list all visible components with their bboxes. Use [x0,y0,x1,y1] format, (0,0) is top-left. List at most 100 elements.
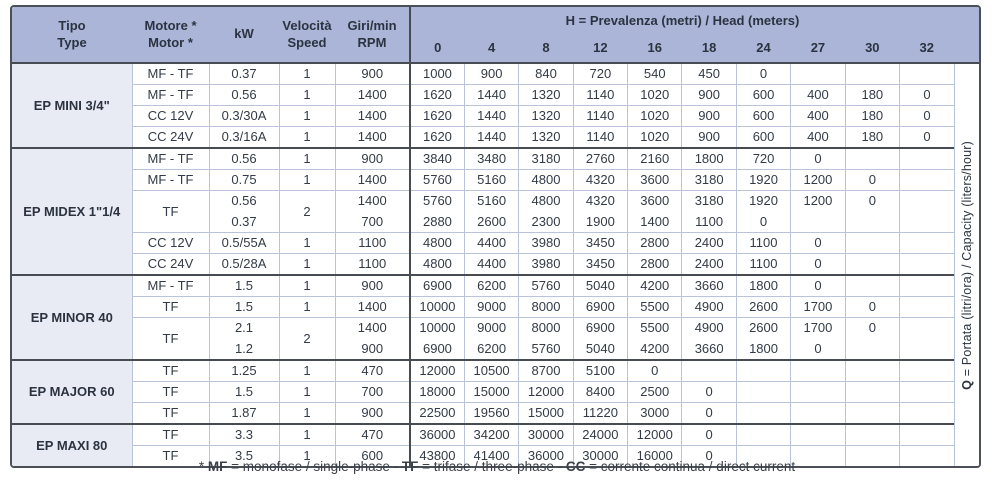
speed-cell: 1 [278,359,335,382]
capacity-value-cell: 1620 [409,126,465,148]
header-giri-line1: Giri/min [347,18,397,34]
capacity-value-cell [844,253,900,275]
capacity-value-cell: 15000 [463,381,519,403]
capacity-value-cell: 1200 [790,190,846,233]
table-row: TF 2.1 1.2 2 1400 900 10000 6900 9000 6200 8000 576… [12,317,954,360]
capacity-value-cell: 3180 1100 [681,190,737,233]
capacity-value-cell: 41400 [463,445,519,466]
capacity-value-cell: 0 [844,296,900,318]
rpm-cell: 900 [334,274,411,297]
header-head-value: 4 [464,35,519,64]
rpm-cell: 700 [334,381,411,403]
speed-cell: 1 [278,402,335,424]
capacity-value-cell [790,423,846,446]
motor-cell: MF - TF [131,84,209,106]
kw-cell: 0.75 [208,169,279,191]
capacity-value-cell: 0 [899,105,954,127]
header-head-value: 30 [845,35,900,64]
kw-cell: 1.87 [208,402,279,424]
capacity-value-cell: 12000 [627,423,682,446]
capacity-value-cell [790,381,846,403]
capacity-value-cell: 1140 [572,105,628,127]
capacity-value-cell [844,274,900,297]
table-row: CC 24V 0.5/28A 1 1100 4800 4400 3980 3450 2800 24… [12,253,954,275]
pump-type-cell: EP MIDEX 1"1/4 [12,147,132,275]
kw-cell: 0.5/55A [208,232,279,254]
capacity-value-cell: 19560 [463,402,519,424]
header-velocita: Velocità Speed [279,7,335,64]
capacity-value-cell: 8000 5760 [518,317,574,360]
header-motore-line1: Motore * [144,18,197,34]
capacity-q-symbol: Q [959,379,974,390]
capacity-value-cell: 4800 [409,232,465,254]
motor-cell: TF [131,317,209,360]
capacity-value-cell: 2160 [627,147,682,170]
table-row: MF - TF 0.56 1 1400 1620 1440 1320 1140 1020 900 6… [12,84,954,106]
header-head-value: 0 [410,35,465,64]
footnote-tf: TF [401,459,419,474]
kw-cell: 2.1 1.2 [208,317,279,360]
capacity-value-cell: 0 [790,253,846,275]
capacity-value-cell: 9000 [463,296,519,318]
capacity-value-cell: 2800 [627,253,682,275]
kw-cell: 1.5 [208,274,279,297]
capacity-value-cell: 0 [844,317,900,360]
header-head-value: 12 [573,35,628,64]
rpm-cell: 1400 [334,296,411,318]
capacity-value-cell: 4800 [518,169,574,191]
capacity-value-cell: 10500 [463,359,519,382]
capacity-value-cell: 1920 0 [735,190,791,233]
capacity-value-cell: 1700 0 [790,317,846,360]
rpm-cell: 1400 [334,169,411,191]
capacity-value-cell: 3600 [627,169,682,191]
capacity-value-cell: 1000 [409,63,465,85]
kw-cell: 0.37 [208,63,279,85]
rpm-cell: 1100 [334,232,411,254]
capacity-value-cell [735,381,791,403]
speed-cell: 1 [278,169,335,191]
spec-table: Tipo Type Motore * Motor * kW Velocità S… [12,7,954,466]
capacity-value-cell: 0 [627,359,682,382]
capacity-axis-text: Q = Portata (litri/ora) / Capacity (lite… [960,141,974,390]
capacity-value-cell: 400 [790,105,846,127]
speed-cell: 1 [278,63,335,85]
capacity-value-cell: 1320 [518,126,574,148]
capacity-value-cell [735,445,791,466]
footnote: * MF = monofase / single-phase - TF = tr… [0,459,994,474]
capacity-value-cell [899,232,954,254]
motor-cell: TF [131,296,209,318]
capacity-value-cell: 6900 5040 [572,317,628,360]
capacity-value-cell [790,445,846,466]
capacity-value-cell: 840 [518,63,574,85]
footnote-mf: MF [207,459,228,474]
capacity-value-cell: 1140 [572,84,628,106]
kw-cell: 0.3/30A [208,105,279,127]
motor-cell: TF [131,402,209,424]
capacity-value-cell [899,445,954,466]
capacity-value-cell [899,63,954,85]
motor-cell: MF - TF [131,274,209,297]
header-h-symbol: H [565,12,575,28]
table-row: EP MINOR 40 MF - TF 1.5 1 900 6900 6200 5760 504… [12,274,954,360]
capacity-value-cell: 10000 [409,296,465,318]
kw-cell: 1.25 [208,359,279,382]
capacity-value-cell: 24000 [572,423,628,446]
header-tipo: Tipo Type [12,7,132,64]
capacity-value-cell: 8000 [518,296,574,318]
header-giri-line2: RPM [357,34,387,50]
motor-cell: CC 24V [131,253,209,275]
capacity-value-cell: 4200 [627,274,682,297]
capacity-value-cell: 3180 [681,169,737,191]
speed-cell: 1 [278,126,335,148]
speed-cell: 1 [278,381,335,403]
header-motore-line2: Motor * [148,34,193,50]
kw-cell: 3.5 [208,445,279,466]
capacity-value-cell: 4320 [572,169,628,191]
footnote-cc: CC [565,459,586,474]
capacity-value-cell [681,359,737,382]
kw-cell: 0.56 [208,84,279,106]
motor-cell: CC 12V [131,105,209,127]
capacity-value-cell: 2400 [681,232,737,254]
capacity-value-cell: 720 [572,63,628,85]
capacity-value-cell: 8400 [572,381,628,403]
